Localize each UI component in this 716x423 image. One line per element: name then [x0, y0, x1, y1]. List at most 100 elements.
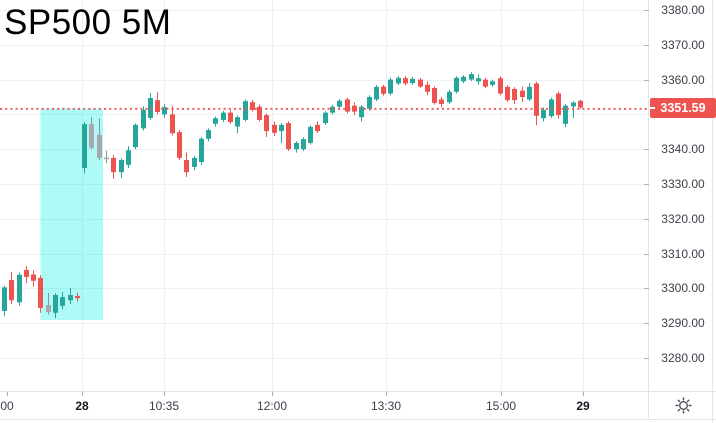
candle-body [206, 130, 211, 139]
price-axis-tick [644, 79, 649, 81]
candle-body [571, 102, 576, 107]
candle-body [75, 296, 80, 299]
candle-body [199, 138, 204, 163]
time-axis[interactable]: 00 28 10:35 12:00 13:30 15:00 29 [0, 391, 716, 420]
candle-body [549, 99, 554, 117]
candle-body [454, 77, 459, 92]
price-axis-label: 3280.00 [661, 351, 705, 365]
candle-body [257, 106, 262, 120]
candle-body [60, 297, 65, 306]
time-axis-tick [583, 392, 584, 396]
candle-body [439, 99, 444, 104]
candle-body [38, 277, 43, 308]
price-axis-tick [644, 149, 649, 151]
candle-body [345, 99, 350, 112]
time-axis-tick [82, 392, 83, 396]
price-axis-label: 3290.00 [661, 316, 705, 331]
candle-body [461, 76, 466, 82]
candle-body [469, 74, 474, 80]
candle-body [141, 109, 146, 129]
candle-body [148, 98, 153, 118]
candle-body [24, 269, 29, 277]
candle-body [425, 84, 430, 92]
candle-body [505, 86, 510, 101]
candle-body [111, 157, 116, 173]
price-axis-label: 3300.00 [661, 281, 705, 296]
candle-body [46, 305, 51, 313]
candle-body [89, 124, 94, 148]
price-axis-label: 3380.00 [661, 3, 705, 17]
candle-body [337, 100, 342, 107]
candle-body [243, 101, 248, 120]
candle-body [498, 78, 503, 94]
candle-body [17, 274, 22, 303]
candle-body [396, 77, 401, 84]
price-axis-tick [644, 253, 649, 255]
candle-body [235, 117, 240, 127]
candle-body [177, 132, 182, 158]
price-axis-tick [644, 44, 649, 46]
price-axis-tick [644, 184, 649, 185]
candle-body [374, 86, 379, 100]
candle-body [213, 118, 218, 124]
price-axis[interactable]: 3351.59 3380.00 3370.00 3360.00 3340.00 3330… [644, 0, 716, 391]
time-axis-tick [164, 392, 165, 396]
candle-body [308, 126, 313, 143]
candle-body [126, 150, 131, 165]
time-axis-tick [272, 392, 273, 396]
candle-body [155, 100, 160, 112]
time-axis-tick [386, 392, 387, 396]
candle-body [367, 97, 372, 109]
candle-body [410, 78, 415, 84]
price-axis-label: 3330.00 [661, 177, 705, 191]
axis-settings-corner [648, 392, 716, 418]
price-axis-tick [644, 358, 649, 359]
time-axis-tick [7, 392, 8, 396]
candle-body [447, 91, 452, 103]
price-line-tick [650, 107, 655, 109]
candle-body [556, 93, 561, 116]
candle-body [184, 159, 189, 173]
candle-body [264, 115, 269, 132]
candle-body [330, 106, 335, 113]
price-axis-tick [644, 10, 649, 11]
candles [2, 72, 583, 319]
candle-body [301, 139, 306, 150]
candle-body [483, 79, 488, 87]
candle-body [476, 78, 481, 82]
gear-icon[interactable] [674, 396, 692, 414]
candle-body [104, 157, 109, 160]
time-axis-label: 10:35 [148, 398, 180, 413]
price-axis-label: 3360.00 [661, 72, 705, 87]
candle-body [170, 114, 175, 134]
candle-body [68, 295, 73, 301]
price-axis-tick [644, 323, 649, 325]
candle-body [221, 112, 226, 120]
time-axis-label: 13:30 [370, 398, 402, 413]
candle-body [315, 124, 320, 132]
time-axis-label: 00 [0, 398, 14, 413]
time-axis-label: 28 [75, 398, 89, 413]
price-axis-label: 3310.00 [661, 246, 705, 261]
candle-body [403, 78, 408, 84]
candle-body [119, 159, 124, 173]
candle-body [520, 90, 525, 97]
candle-body [323, 112, 328, 124]
candle-body [381, 86, 386, 94]
price-axis-label: 3340.00 [661, 142, 705, 157]
candle-body [97, 134, 102, 158]
candlestick-plot [0, 0, 648, 391]
candle-body [534, 83, 539, 116]
candle-body [272, 124, 277, 133]
candle-body [541, 109, 546, 119]
candle-body [294, 142, 299, 150]
grid-lines [0, 0, 648, 391]
chart-plot-area[interactable]: SP500 5M [0, 0, 648, 391]
price-axis-tick [644, 288, 649, 290]
price-axis-tick [644, 218, 649, 220]
candle-body [250, 102, 255, 110]
candle-body [31, 274, 36, 281]
candle-body [192, 157, 197, 167]
time-axis-label: 12:00 [256, 398, 288, 413]
